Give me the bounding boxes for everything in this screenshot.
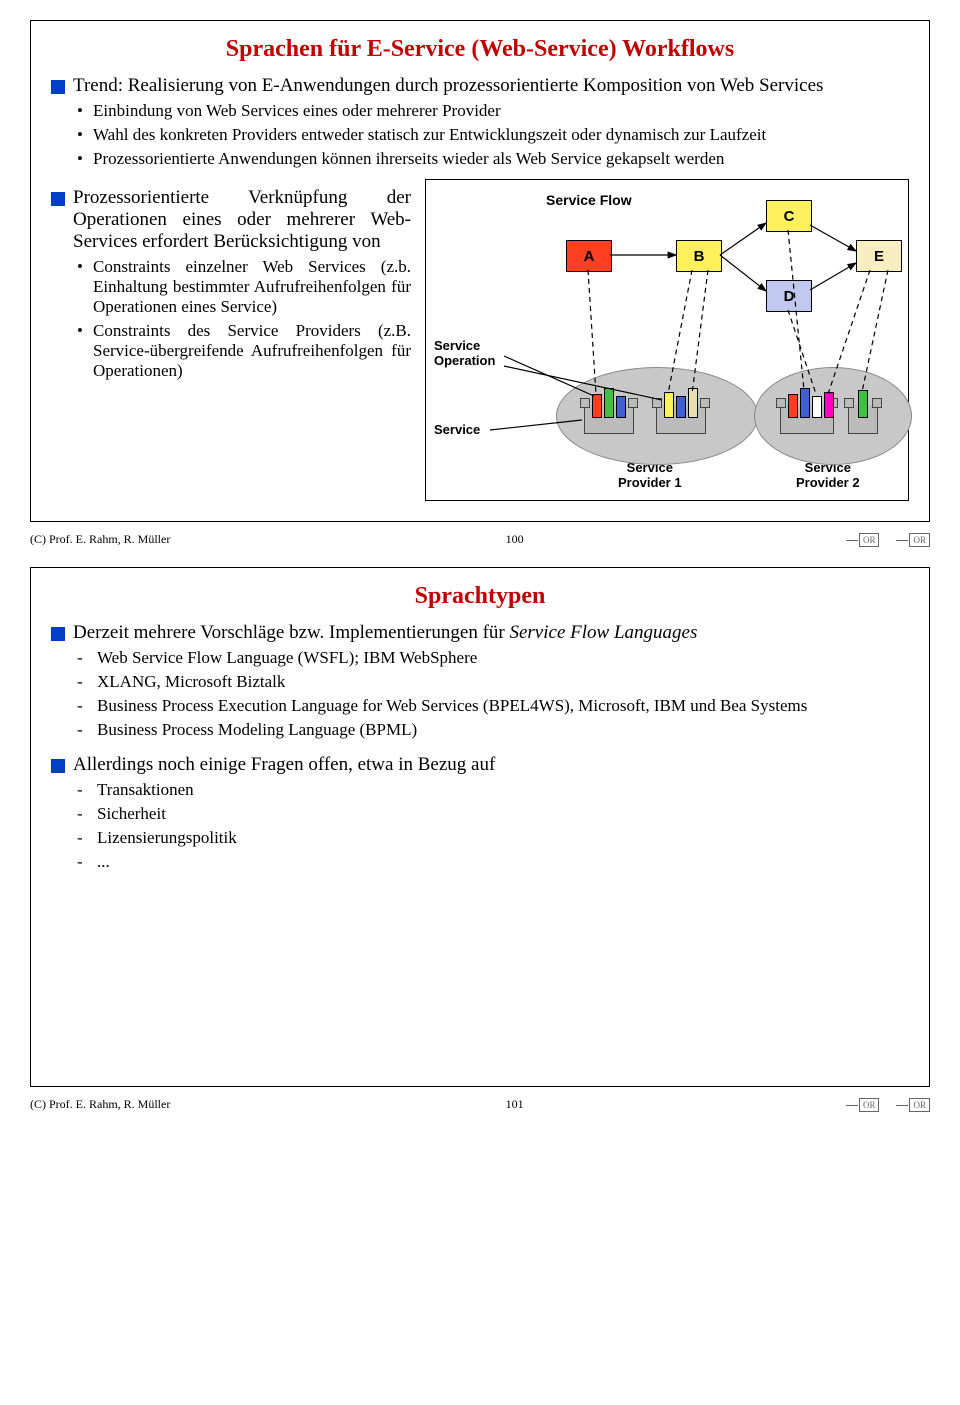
square-bullet-icon (51, 627, 65, 641)
sub-item: -... (77, 852, 909, 872)
dot-icon: • (77, 101, 87, 121)
dash-icon: - (77, 828, 91, 848)
bullet-proposals-text: Derzeit mehrere Vorschläge bzw. Implemen… (73, 622, 909, 644)
sub-item: -Sicherheit (77, 804, 909, 824)
dash-icon: - (77, 696, 91, 716)
bullet-proposals: Derzeit mehrere Vorschläge bzw. Implemen… (51, 622, 909, 644)
page-number: 100 (506, 532, 524, 547)
sub-item: -XLANG, Microsoft Biztalk (77, 672, 909, 692)
or-icon: OR (859, 533, 880, 547)
dash-icon: - (77, 720, 91, 740)
copyright-text: (C) Prof. E. Rahm, R. Müller (30, 532, 170, 547)
dot-icon: • (77, 321, 87, 381)
sub-item: •Einbindung von Web Services eines oder … (77, 101, 909, 121)
dot-icon: • (77, 257, 87, 317)
dot-icon: • (77, 125, 87, 145)
dash-icon: - (77, 852, 91, 872)
sub-item: -Transaktionen (77, 780, 909, 800)
left-column: Prozessorientierte Verknüpfung der Opera… (51, 179, 411, 501)
or-icon: OR (909, 533, 930, 547)
dash-icon: - (77, 672, 91, 692)
footer-1: (C) Prof. E. Rahm, R. Müller 100 OR OR (30, 532, 930, 547)
sub-item: •Wahl des konkreten Providers entweder s… (77, 125, 909, 145)
dash-icon: - (77, 804, 91, 824)
sub-item: -Business Process Modeling Language (BPM… (77, 720, 909, 740)
page-number: 101 (506, 1097, 524, 1112)
bullet-trend: Trend: Realisierung von E-Anwendungen du… (51, 75, 909, 97)
sub-item: •Prozessorientierte Anwendungen können i… (77, 149, 909, 169)
square-bullet-icon (51, 192, 65, 206)
sub-item: •Constraints des Service Providers (z.B.… (77, 321, 411, 381)
dash-icon: - (77, 780, 91, 800)
bullet-questions-text: Allerdings noch einige Fragen offen, etw… (73, 754, 909, 776)
bullet-process: Prozessorientierte Verknüpfung der Opera… (51, 187, 411, 253)
sub-item: -Business Process Execution Language for… (77, 696, 909, 716)
dot-icon: • (77, 149, 87, 169)
copyright-text: (C) Prof. E. Rahm, R. Müller (30, 1097, 170, 1112)
square-bullet-icon (51, 759, 65, 773)
two-column-row: Prozessorientierte Verknüpfung der Opera… (51, 179, 909, 501)
slide-2-title: Sprachtypen (51, 583, 909, 610)
sub-item: -Web Service Flow Language (WSFL); IBM W… (77, 648, 909, 668)
square-bullet-icon (51, 80, 65, 94)
dash-icon: - (77, 648, 91, 668)
or-icon: OR (909, 1098, 930, 1112)
footer-icons: OR OR (859, 1098, 930, 1112)
slide-2: Sprachtypen Derzeit mehrere Vorschläge b… (30, 567, 930, 1087)
bullet-process-text: Prozessorientierte Verknüpfung der Opera… (73, 187, 411, 253)
service-flow-diagram: Service FlowService OperationServiceServ… (425, 179, 909, 501)
slide-1: Sprachen für E-Service (Web-Service) Wor… (30, 20, 930, 522)
footer-2: (C) Prof. E. Rahm, R. Müller 101 OR OR (30, 1097, 930, 1112)
bullet-trend-text: Trend: Realisierung von E-Anwendungen du… (73, 75, 909, 97)
sub-item: •Constraints einzelner Web Services (z.b… (77, 257, 411, 317)
bullet-questions: Allerdings noch einige Fragen offen, etw… (51, 754, 909, 776)
or-icon: OR (859, 1098, 880, 1112)
sub-item: -Lizensierungspolitik (77, 828, 909, 848)
slide-1-title: Sprachen für E-Service (Web-Service) Wor… (51, 36, 909, 63)
right-column: Service FlowService OperationServiceServ… (425, 179, 909, 501)
footer-icons: OR OR (859, 533, 930, 547)
